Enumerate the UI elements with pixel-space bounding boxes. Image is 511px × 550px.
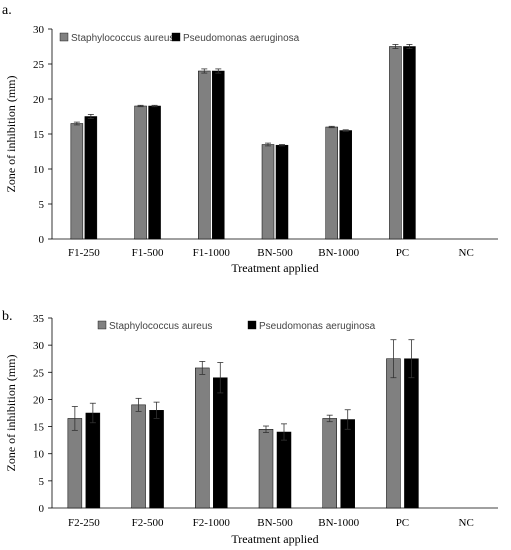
x-tick-label: PC <box>396 517 409 529</box>
bar <box>213 377 228 509</box>
bar <box>275 144 289 240</box>
y-tick-label: 10 <box>33 164 45 176</box>
x-tick-label: F1-250 <box>68 247 100 259</box>
legend-entry: Pseudomonas aeruginosa <box>183 33 300 44</box>
bar <box>404 358 419 509</box>
bar <box>212 70 225 240</box>
legend-swatch <box>171 32 181 42</box>
legend-entry: Staphylococcus aureus <box>71 33 174 44</box>
bar <box>261 144 275 240</box>
bar <box>322 418 337 509</box>
bar <box>325 126 338 240</box>
x-tick-label: F1-1000 <box>193 247 231 259</box>
chart-panel-b: b. 0 5 10 15 20 25 30 35 F2-250 F2-500 F2-1000 BN-50… <box>2 309 498 546</box>
legend-swatch <box>247 320 257 330</box>
y-tick-label: 25 <box>33 367 45 379</box>
x-axis-title: Treatment applied <box>231 261 318 275</box>
legend-swatch <box>59 32 69 42</box>
y-tick-label: 15 <box>33 129 45 141</box>
legend-entry: Pseudomonas aeruginosa <box>259 321 376 332</box>
bar <box>131 404 146 509</box>
y-tick-label: 20 <box>33 94 45 106</box>
x-tick-label: F2-250 <box>68 517 100 529</box>
x-tick-label: BN-1000 <box>318 517 359 529</box>
bar <box>276 431 292 509</box>
bar <box>195 367 210 509</box>
bar <box>85 412 101 509</box>
bar <box>134 105 147 240</box>
y-tick-label: 0 <box>39 234 45 246</box>
bar <box>386 358 401 509</box>
bar <box>389 46 402 240</box>
y-tick-label: 5 <box>39 199 45 211</box>
bar <box>70 123 84 240</box>
y-tick-label: 5 <box>39 476 45 488</box>
y-tick-label: 20 <box>33 394 45 406</box>
bar <box>84 116 98 240</box>
x-tick-label: BN-500 <box>257 247 293 259</box>
legend-entry: Staphylococcus aureus <box>109 321 212 332</box>
y-axis-title: Zone of inhibition (mm) <box>4 76 18 193</box>
x-tick-label: NC <box>459 247 474 259</box>
y-tick-label: 30 <box>33 340 45 352</box>
bar <box>340 419 355 509</box>
x-tick-label: BN-500 <box>257 517 293 529</box>
x-tick-label: NC <box>459 517 474 529</box>
y-tick-label: 10 <box>33 449 45 461</box>
y-tick-label: 15 <box>33 422 45 434</box>
x-tick-label: PC <box>396 247 409 259</box>
bar <box>149 410 164 509</box>
x-axis-title: Treatment applied <box>231 532 318 546</box>
chart-panel-a: a. 0 5 10 15 20 25 30 F1-250 F1-500 F1-1000 BN-500 B… <box>2 3 498 275</box>
panel-label: b. <box>2 309 13 324</box>
y-tick-label: 30 <box>33 24 45 36</box>
panel-label: a. <box>2 3 12 18</box>
x-tick-label: BN-1000 <box>318 247 359 259</box>
x-tick-label: F2-500 <box>132 517 164 529</box>
bar <box>339 130 352 240</box>
bar <box>198 70 211 240</box>
bar <box>403 46 416 240</box>
bar <box>258 429 274 509</box>
bar <box>67 418 83 509</box>
legend-swatch <box>97 320 107 330</box>
y-tick-label: 35 <box>33 313 45 325</box>
x-tick-label: F2-1000 <box>193 517 231 529</box>
x-tick-label: F1-500 <box>132 247 164 259</box>
y-tick-label: 0 <box>39 503 45 515</box>
y-axis-title: Zone of inhibition (mm) <box>4 355 18 472</box>
bar <box>148 105 161 240</box>
y-tick-label: 25 <box>33 59 45 71</box>
